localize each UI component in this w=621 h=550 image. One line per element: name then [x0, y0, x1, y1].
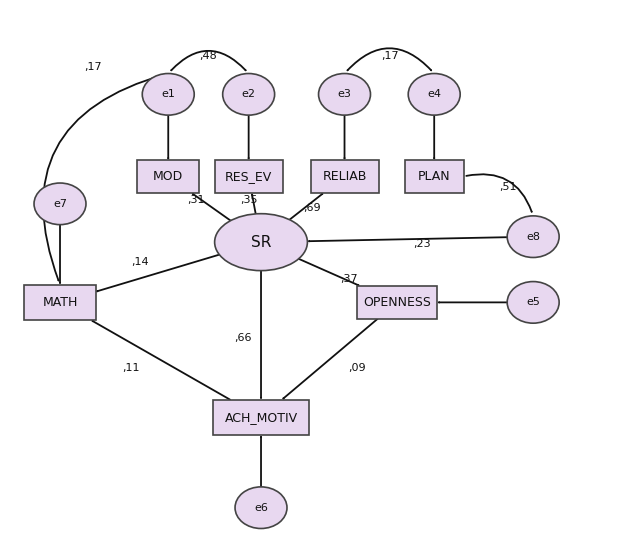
Text: ,11: ,11: [122, 363, 140, 373]
Text: ,48: ,48: [199, 51, 217, 61]
FancyArrowPatch shape: [43, 74, 166, 280]
Text: RELIAB: RELIAB: [322, 170, 367, 183]
Ellipse shape: [215, 214, 307, 271]
FancyBboxPatch shape: [405, 160, 464, 193]
Text: ,69: ,69: [304, 203, 321, 213]
Ellipse shape: [319, 74, 371, 115]
Text: e5: e5: [526, 298, 540, 307]
Text: e7: e7: [53, 199, 67, 209]
Text: e4: e4: [427, 89, 441, 100]
Text: MOD: MOD: [153, 170, 183, 183]
Text: e3: e3: [338, 89, 351, 100]
Text: ,17: ,17: [84, 62, 102, 72]
Ellipse shape: [223, 74, 274, 115]
FancyArrowPatch shape: [348, 48, 431, 70]
Text: MATH: MATH: [42, 296, 78, 309]
FancyArrowPatch shape: [171, 51, 246, 70]
Ellipse shape: [507, 216, 559, 257]
Text: SR: SR: [251, 235, 271, 250]
Text: PLAN: PLAN: [418, 170, 450, 183]
Text: ,66: ,66: [233, 333, 252, 343]
FancyBboxPatch shape: [137, 160, 199, 193]
FancyBboxPatch shape: [215, 160, 283, 193]
Ellipse shape: [34, 183, 86, 224]
Text: ,35: ,35: [240, 195, 257, 205]
Text: e2: e2: [242, 89, 256, 100]
Text: OPENNESS: OPENNESS: [363, 296, 431, 309]
FancyBboxPatch shape: [24, 284, 96, 320]
Text: RES_EV: RES_EV: [225, 170, 272, 183]
Text: ,17: ,17: [381, 51, 399, 61]
Text: ,51: ,51: [500, 183, 517, 192]
Ellipse shape: [507, 282, 559, 323]
FancyBboxPatch shape: [357, 286, 437, 319]
Ellipse shape: [142, 74, 194, 115]
Text: ,31: ,31: [188, 195, 205, 205]
FancyArrowPatch shape: [466, 174, 532, 212]
FancyBboxPatch shape: [213, 399, 309, 435]
Text: ,14: ,14: [132, 257, 149, 267]
Text: ,09: ,09: [348, 363, 366, 373]
Text: ACH_MOTIV: ACH_MOTIV: [224, 411, 297, 424]
Text: e6: e6: [254, 503, 268, 513]
Text: ,23: ,23: [413, 239, 430, 249]
FancyBboxPatch shape: [310, 160, 379, 193]
Ellipse shape: [235, 487, 287, 529]
Text: ,37: ,37: [340, 274, 358, 284]
Text: e1: e1: [161, 89, 175, 100]
Ellipse shape: [408, 74, 460, 115]
Text: e8: e8: [526, 232, 540, 241]
